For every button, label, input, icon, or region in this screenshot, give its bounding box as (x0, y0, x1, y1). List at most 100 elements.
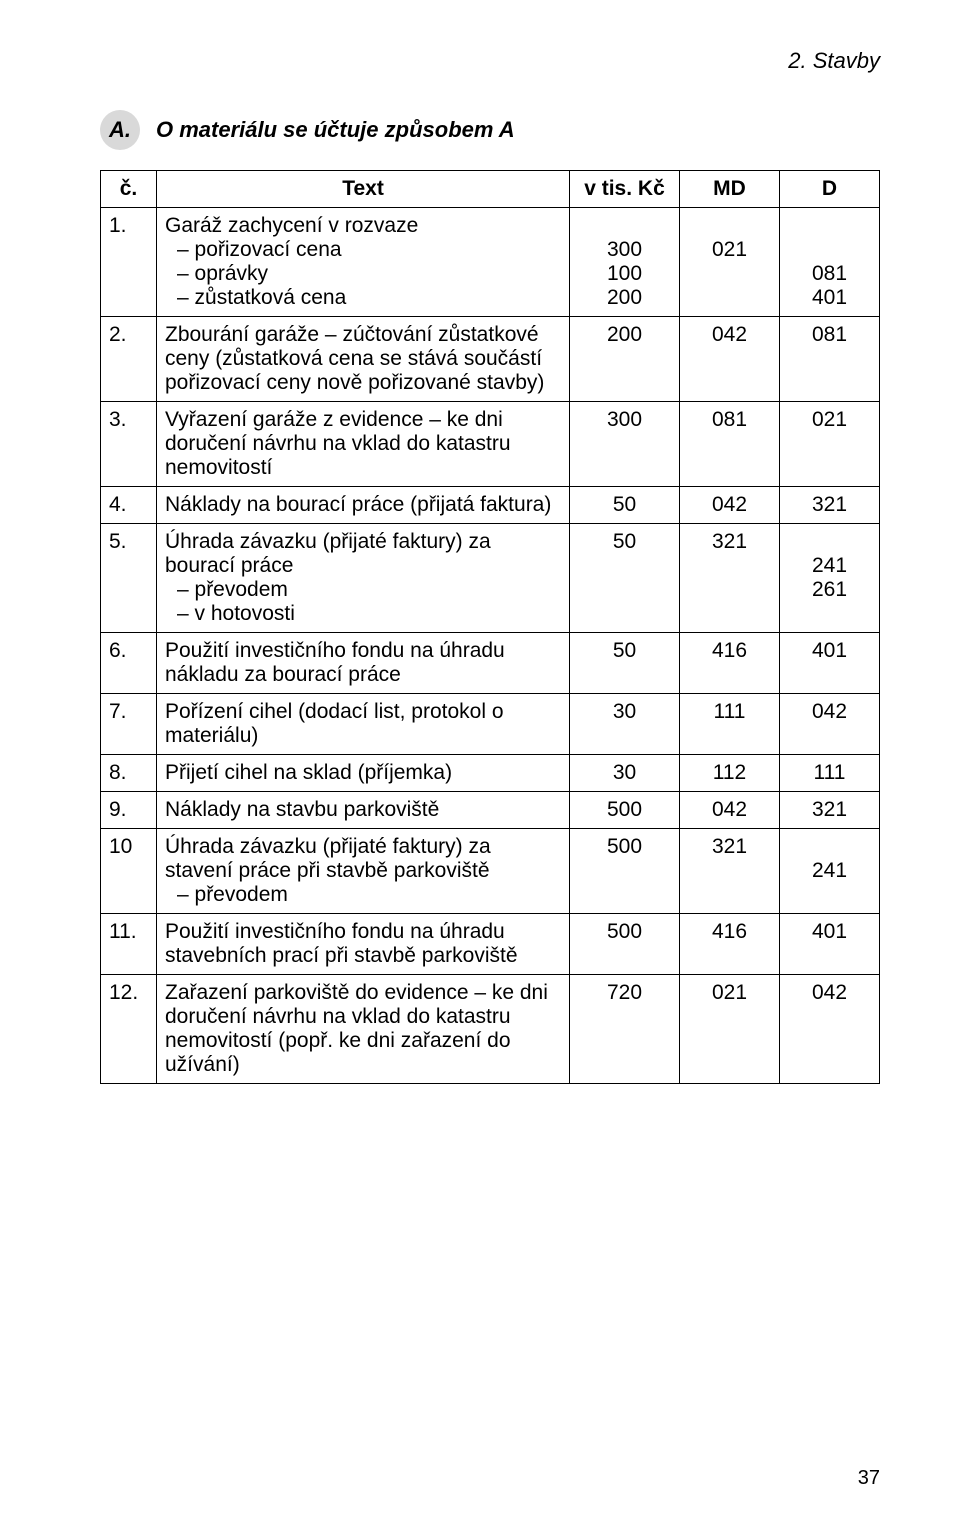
cell-kc: 200 (570, 317, 680, 402)
cell-d-line: 321 (788, 798, 871, 822)
cell-md-line (688, 214, 771, 238)
cell-kc: 30 (570, 755, 680, 792)
cell-md-line (688, 554, 771, 578)
cell-md-line: 111 (688, 700, 771, 724)
table-row: 7.Pořízení cihel (dodací list, protokol … (101, 694, 880, 755)
col-header-num: č. (101, 171, 157, 208)
cell-d-line: 111 (788, 761, 871, 785)
cell-kc-line: 300 (578, 408, 671, 432)
cell-text: Použití investičního fondu na úhradu sta… (157, 914, 570, 975)
section-heading: A. O materiálu se účtuje způsobem A (100, 110, 880, 150)
text-line: Náklady na stavbu parkoviště (165, 798, 561, 822)
text-line: – v hotovosti (165, 602, 561, 626)
text-line: – pořizovací cena (165, 238, 561, 262)
cell-kc-line: 30 (578, 700, 671, 724)
table-row: 11.Použití investičního fondu na úhradu … (101, 914, 880, 975)
cell-md-line: 112 (688, 761, 771, 785)
text-line: Úhrada závazku (přijaté faktury) za bour… (165, 530, 561, 578)
cell-kc-line: 300 (578, 238, 671, 262)
table-row: 3.Vyřazení garáže z evidence – ke dni do… (101, 402, 880, 487)
cell-d: 241 (780, 829, 880, 914)
page: 2. Stavby A. O materiálu se účtuje způso… (0, 0, 960, 1522)
text-line: Použití investičního fondu na úhradu nák… (165, 639, 561, 687)
text-line: – oprávky (165, 262, 561, 286)
cell-d: 401 (780, 914, 880, 975)
cell-num: 2. (101, 317, 157, 402)
cell-kc: 30 (570, 694, 680, 755)
cell-text: Zbourání garáže – zúčtování zůstatkové c… (157, 317, 570, 402)
cell-text: Úhrada závazku (přijaté faktury) za bour… (157, 524, 570, 633)
cell-kc-line (578, 578, 671, 602)
cell-kc-line: 720 (578, 981, 671, 1005)
table-body: 1.Garáž zachycení v rozvaze– pořizovací … (101, 208, 880, 1084)
text-line: Přijetí cihel na sklad (příjemka) (165, 761, 561, 785)
cell-d: 321 (780, 487, 880, 524)
text-line: Pořízení cihel (dodací list, protokol o … (165, 700, 561, 748)
cell-d: 111 (780, 755, 880, 792)
cell-num: 10 (101, 829, 157, 914)
cell-md-line: 416 (688, 920, 771, 944)
section-title: O materiálu se účtuje způsobem A (156, 117, 515, 143)
cell-kc: 500 (570, 792, 680, 829)
cell-d-line: 401 (788, 286, 871, 310)
cell-d-line: 261 (788, 578, 871, 602)
cell-text: Vyřazení garáže z evidence – ke dni doru… (157, 402, 570, 487)
cell-d-line: 401 (788, 639, 871, 663)
cell-d: 241261 (780, 524, 880, 633)
page-number: 37 (858, 1467, 880, 1490)
table-row: 6.Použití investičního fondu na úhradu n… (101, 633, 880, 694)
section-badge: A. (100, 110, 140, 150)
cell-md-line: 042 (688, 493, 771, 517)
cell-md-line (688, 859, 771, 883)
text-line: Náklady na bourací práce (přijatá faktur… (165, 493, 561, 517)
cell-md: 021 (680, 208, 780, 317)
cell-kc: 50 (570, 524, 680, 633)
cell-kc-line: 200 (578, 286, 671, 310)
cell-d-line (788, 214, 871, 238)
text-line: Garáž zachycení v rozvaze (165, 214, 561, 238)
cell-md-line: 021 (688, 238, 771, 262)
cell-text: Garáž zachycení v rozvaze– pořizovací ce… (157, 208, 570, 317)
table-row: 2.Zbourání garáže – zúčtování zůstatkové… (101, 317, 880, 402)
cell-d-line (788, 530, 871, 554)
cell-d-line: 241 (788, 554, 871, 578)
cell-text: Úhrada závazku (přijaté faktury) za stav… (157, 829, 570, 914)
cell-d-line: 042 (788, 700, 871, 724)
cell-text: Zařazení parkoviště do evidence – ke dni… (157, 975, 570, 1084)
cell-md: 416 (680, 633, 780, 694)
cell-text: Přijetí cihel na sklad (příjemka) (157, 755, 570, 792)
cell-md: 021 (680, 975, 780, 1084)
cell-d-line (788, 835, 871, 859)
cell-kc-line (578, 859, 671, 883)
cell-md: 321 (680, 524, 780, 633)
cell-kc-line: 500 (578, 920, 671, 944)
text-line: – zůstatková cena (165, 286, 561, 310)
cell-num: 12. (101, 975, 157, 1084)
cell-kc-line: 50 (578, 530, 671, 554)
cell-d: 081401 (780, 208, 880, 317)
cell-kc-line (578, 214, 671, 238)
cell-kc-line: 500 (578, 798, 671, 822)
cell-md-line: 416 (688, 639, 771, 663)
cell-md: 042 (680, 317, 780, 402)
cell-kc-line: 50 (578, 639, 671, 663)
col-header-kc: v tis. Kč (570, 171, 680, 208)
cell-num: 5. (101, 524, 157, 633)
table-row: 10Úhrada závazku (přijaté faktury) za st… (101, 829, 880, 914)
cell-num: 8. (101, 755, 157, 792)
cell-d: 042 (780, 694, 880, 755)
table-row: 5.Úhrada závazku (přijaté faktury) za bo… (101, 524, 880, 633)
table-row: 9.Náklady na stavbu parkoviště500042321 (101, 792, 880, 829)
cell-num: 3. (101, 402, 157, 487)
cell-md-line: 021 (688, 981, 771, 1005)
cell-d: 401 (780, 633, 880, 694)
cell-kc-line: 50 (578, 493, 671, 517)
cell-md-line (688, 578, 771, 602)
cell-md: 042 (680, 487, 780, 524)
cell-d-line: 042 (788, 981, 871, 1005)
cell-kc: 50 (570, 633, 680, 694)
cell-d-line (788, 238, 871, 262)
page-header: 2. Stavby (100, 48, 880, 74)
table-row: 1.Garáž zachycení v rozvaze– pořizovací … (101, 208, 880, 317)
table-row: 4.Náklady na bourací práce (přijatá fakt… (101, 487, 880, 524)
